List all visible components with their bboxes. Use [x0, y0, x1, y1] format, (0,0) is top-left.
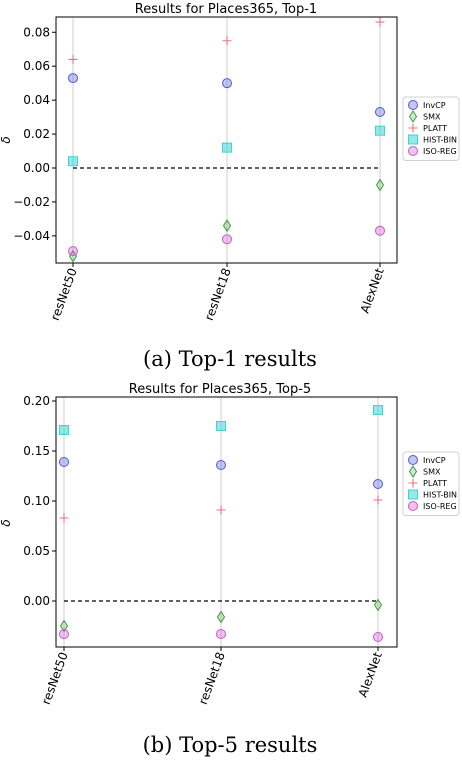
data-point	[373, 479, 383, 489]
legend-box	[402, 451, 460, 516]
legend-marker	[408, 146, 418, 156]
data-point	[59, 457, 69, 467]
y-tick-label: −0.02	[13, 195, 50, 209]
legend-label: InvCP	[423, 456, 446, 465]
data-point	[375, 178, 385, 192]
legend-label: ISO-REG	[423, 502, 457, 511]
data-point	[375, 225, 385, 236]
data-point	[59, 629, 69, 639]
legend-marker	[408, 110, 418, 123]
data-point	[216, 421, 226, 431]
y-tick-label: 0.00	[23, 161, 50, 175]
y-tick-label: 0.02	[23, 127, 50, 141]
y-tick-label: 0.04	[23, 93, 50, 107]
legend-label: PLATT	[423, 124, 447, 133]
legend-marker	[408, 134, 418, 145]
data-point	[222, 36, 232, 46]
data-point	[216, 610, 226, 624]
legend-label: InvCP	[423, 101, 446, 110]
legend-box	[402, 96, 460, 161]
legend: InvCP SMX PLATT HIST-BIN ISO-REG	[402, 451, 460, 516]
legend-marker	[408, 489, 418, 500]
legend-marker	[408, 465, 418, 478]
y-tick-label: 0.05	[23, 544, 50, 558]
data-point	[375, 125, 385, 136]
data-point	[222, 234, 232, 245]
caption: (b) Top-5 results	[143, 733, 318, 757]
legend-label: PLATT	[423, 479, 447, 488]
x-tick-label: resNet50	[48, 266, 80, 322]
data-point	[373, 598, 383, 612]
data-point	[68, 156, 78, 167]
y-tick-label: 0.15	[23, 444, 50, 458]
data-point	[373, 405, 383, 415]
y-axis-label: δ	[0, 519, 13, 526]
legend-label: ISO-REG	[423, 147, 457, 156]
data-point	[216, 629, 226, 639]
data-point	[373, 495, 383, 505]
data-point	[59, 619, 69, 633]
data-point	[222, 142, 232, 153]
data-point	[59, 513, 69, 523]
x-tick-label: resNet18	[202, 266, 234, 322]
data-point	[68, 249, 78, 263]
data-point	[68, 246, 78, 257]
data-point	[222, 78, 232, 89]
data-point	[216, 460, 226, 470]
legend-marker	[408, 478, 418, 488]
chart-top5: Results for Places365, Top-5 δ 0.00 0.05 0…	[0, 382, 460, 757]
x-tick-label: AlexNet	[356, 650, 385, 699]
chart-top1: Results for Places365, Top-1 δ −0.04 −0.0…	[0, 2, 460, 371]
caption: (a) Top-1 results	[143, 347, 317, 371]
legend-marker	[408, 501, 418, 511]
data-point	[59, 425, 69, 435]
legend-label: HIST-BIN	[423, 491, 457, 500]
y-tick-label: 0.20	[23, 394, 50, 408]
data-point	[375, 107, 385, 118]
legend-marker	[408, 123, 418, 133]
data-point	[222, 219, 232, 233]
legend: InvCP SMX PLATT HIST-BIN ISO-REG	[402, 96, 460, 161]
x-tick-label: resNet18	[196, 650, 228, 706]
data-point	[216, 505, 226, 515]
x-tick-label: AlexNet	[358, 266, 387, 315]
y-axis-label: δ	[0, 136, 13, 143]
data-point	[68, 73, 78, 84]
y-tick-label: 0.06	[23, 59, 50, 73]
y-tick-label: 0.10	[23, 494, 50, 508]
chart-title: Results for Places365, Top-1	[135, 2, 317, 17]
legend-label: SMX	[423, 468, 441, 477]
plot-frame	[55, 396, 398, 648]
legend-label: SMX	[423, 113, 441, 122]
legend-marker	[408, 455, 418, 465]
y-tick-label: 0.00	[23, 594, 50, 608]
data-point	[373, 632, 383, 642]
y-tick-label: 0.08	[23, 25, 50, 39]
data-point	[68, 54, 78, 64]
legend-marker	[408, 100, 418, 110]
data-point	[375, 17, 385, 27]
legend-label: HIST-BIN	[423, 136, 457, 145]
x-tick-label: resNet50	[39, 650, 71, 706]
y-tick-label: −0.04	[13, 229, 50, 243]
chart-title: Results for Places365, Top-5	[129, 382, 311, 397]
